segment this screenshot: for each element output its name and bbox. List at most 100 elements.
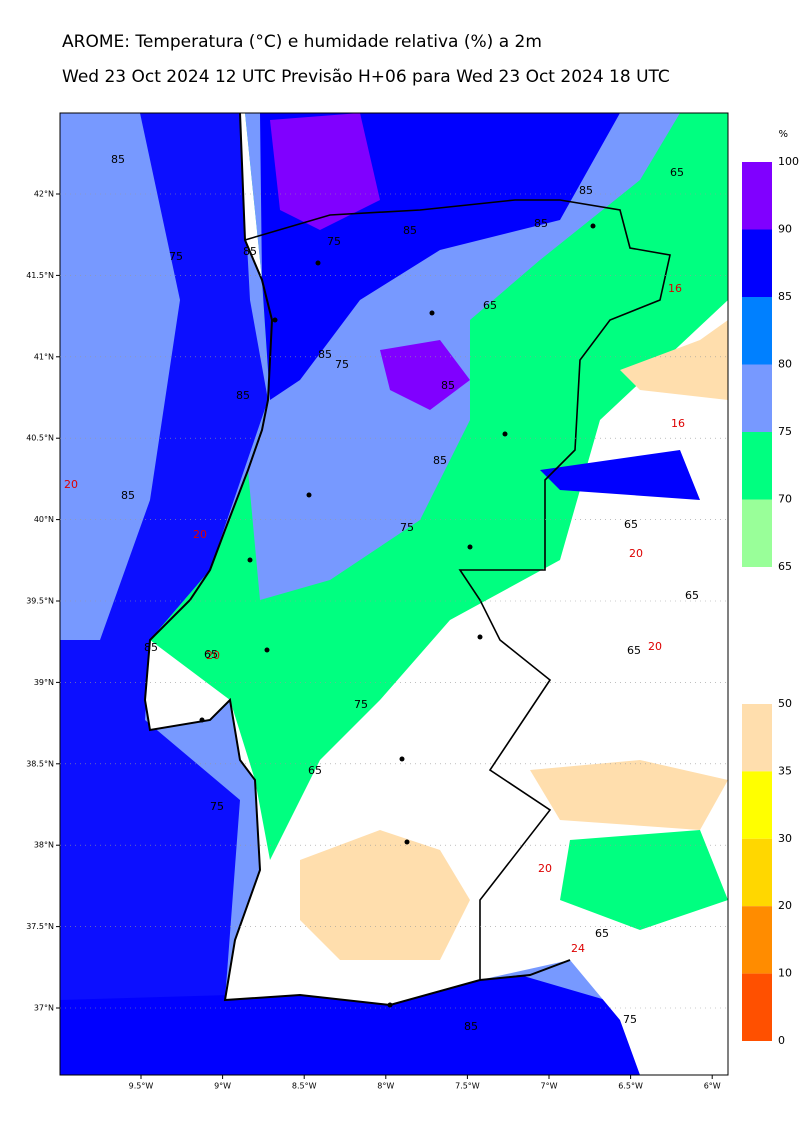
contour-label: 75 xyxy=(335,358,349,371)
ocean-band xyxy=(60,113,180,640)
city-dot xyxy=(315,260,321,266)
map-frame xyxy=(59,112,729,1076)
colorbar-segment xyxy=(742,771,772,839)
city-dot xyxy=(404,839,410,845)
ocean-south xyxy=(60,975,640,1075)
contour-label: 65 xyxy=(670,166,684,179)
colorbar-segment xyxy=(742,297,772,365)
contour-label: 20 xyxy=(629,547,643,560)
colorbar-label: 100 xyxy=(778,155,799,168)
x-tick-label: 9°W xyxy=(214,1082,231,1091)
y-tick-label: 41°N xyxy=(34,352,54,361)
city-dot xyxy=(199,717,205,723)
city-dot xyxy=(502,431,508,437)
city-dot xyxy=(467,544,473,550)
city-dot xyxy=(247,557,253,563)
y-tick-label: 40°N xyxy=(34,515,54,524)
contour-label: 65 xyxy=(624,518,638,531)
contour-label: 75 xyxy=(400,521,414,534)
y-tick-label: 37.5°N xyxy=(26,922,54,931)
city-dot xyxy=(429,310,435,316)
contour-label: 75 xyxy=(623,1013,637,1026)
colorbar-label: 35 xyxy=(778,764,792,777)
colorbar-label: 85 xyxy=(778,290,792,303)
city-dot xyxy=(477,634,483,640)
temp-35 xyxy=(620,320,728,400)
colorbar-segment xyxy=(742,838,772,907)
colorbar-segment xyxy=(742,162,772,230)
humid-85 xyxy=(540,450,700,500)
x-tick-label: 6.5°W xyxy=(618,1082,643,1091)
colorbar-label: 20 xyxy=(778,899,792,912)
contour-label: 16 xyxy=(668,282,682,295)
colorbar-segment xyxy=(742,432,772,500)
contour-label: 85 xyxy=(433,454,447,467)
y-tick-label: 38°N xyxy=(34,841,54,850)
contour-label: 65 xyxy=(627,644,641,657)
colorbar-label: 90 xyxy=(778,223,792,236)
contour-label: 75 xyxy=(210,800,224,813)
colorbar-label: 75 xyxy=(778,425,792,438)
contour-label: 65 xyxy=(483,299,497,312)
city-dot xyxy=(387,1002,393,1008)
x-tick-label: 9.5°W xyxy=(129,1082,154,1091)
contour-label: 20 xyxy=(64,478,78,491)
contour-label: 85 xyxy=(243,245,257,258)
y-tick-label: 37°N xyxy=(34,1004,54,1013)
contour-label: 65 xyxy=(685,589,699,602)
contour-label: 75 xyxy=(354,698,368,711)
contour-label: 85 xyxy=(144,641,158,654)
contour-label: 65 xyxy=(204,648,218,661)
border xyxy=(244,199,671,980)
city-dot xyxy=(590,223,596,229)
x-tick-label: 8°W xyxy=(377,1082,394,1091)
contour-label: 16 xyxy=(671,417,685,430)
humid-90 xyxy=(380,340,470,410)
contour-label: 20 xyxy=(193,528,207,541)
contour-label: 85 xyxy=(464,1020,478,1033)
y-tick-label: 40.5°N xyxy=(26,434,54,443)
colorbar-unit: % xyxy=(778,129,788,140)
contour-label: 85 xyxy=(111,153,125,166)
contour-label: 85 xyxy=(121,489,135,502)
contour-label: 75 xyxy=(169,250,183,263)
contour-label: 75 xyxy=(327,235,341,248)
colorbar-segment xyxy=(742,906,772,974)
humid-90 xyxy=(270,113,380,230)
colorbar-label: 80 xyxy=(778,358,792,371)
y-tick-label: 41.5°N xyxy=(26,271,54,280)
y-tick-label: 38.5°N xyxy=(26,759,54,768)
colorbar-segment xyxy=(742,229,772,297)
contour-label: 20 xyxy=(648,640,662,653)
city-dot xyxy=(272,317,278,323)
colorbar-label: 65 xyxy=(778,560,792,573)
contour-label: 65 xyxy=(308,764,322,777)
colorbar-segment xyxy=(742,704,772,772)
x-tick-label: 7.5°W xyxy=(455,1082,480,1091)
contour-label: 85 xyxy=(318,348,332,361)
colorbar-label: 50 xyxy=(778,697,792,710)
temp-35 xyxy=(530,760,728,830)
colorbar-segment xyxy=(742,499,772,567)
contour-label: 65 xyxy=(595,927,609,940)
city-dot xyxy=(264,647,270,653)
colorbar-segment xyxy=(742,973,772,1041)
y-tick-label: 39.5°N xyxy=(26,597,54,606)
coastline xyxy=(143,113,571,1007)
contour-label: 20 xyxy=(538,862,552,875)
y-tick-label: 39°N xyxy=(34,678,54,687)
contour-label: 85 xyxy=(534,217,548,230)
colorbar-label: 10 xyxy=(778,967,792,980)
city-dot xyxy=(306,492,312,498)
y-tick-label: 42°N xyxy=(34,190,54,199)
contour-label: 85 xyxy=(403,224,417,237)
humid-70 xyxy=(560,830,728,930)
x-tick-label: 6°W xyxy=(704,1082,721,1091)
contour-label: 20 xyxy=(206,649,220,662)
colorbar-label: 70 xyxy=(778,493,792,506)
contour-label: 24 xyxy=(571,942,585,955)
colorbar-segment xyxy=(742,364,772,432)
title: AROME: Temperatura (°C) e humidade relat… xyxy=(62,32,542,52)
x-tick-label: 7°W xyxy=(541,1082,558,1091)
